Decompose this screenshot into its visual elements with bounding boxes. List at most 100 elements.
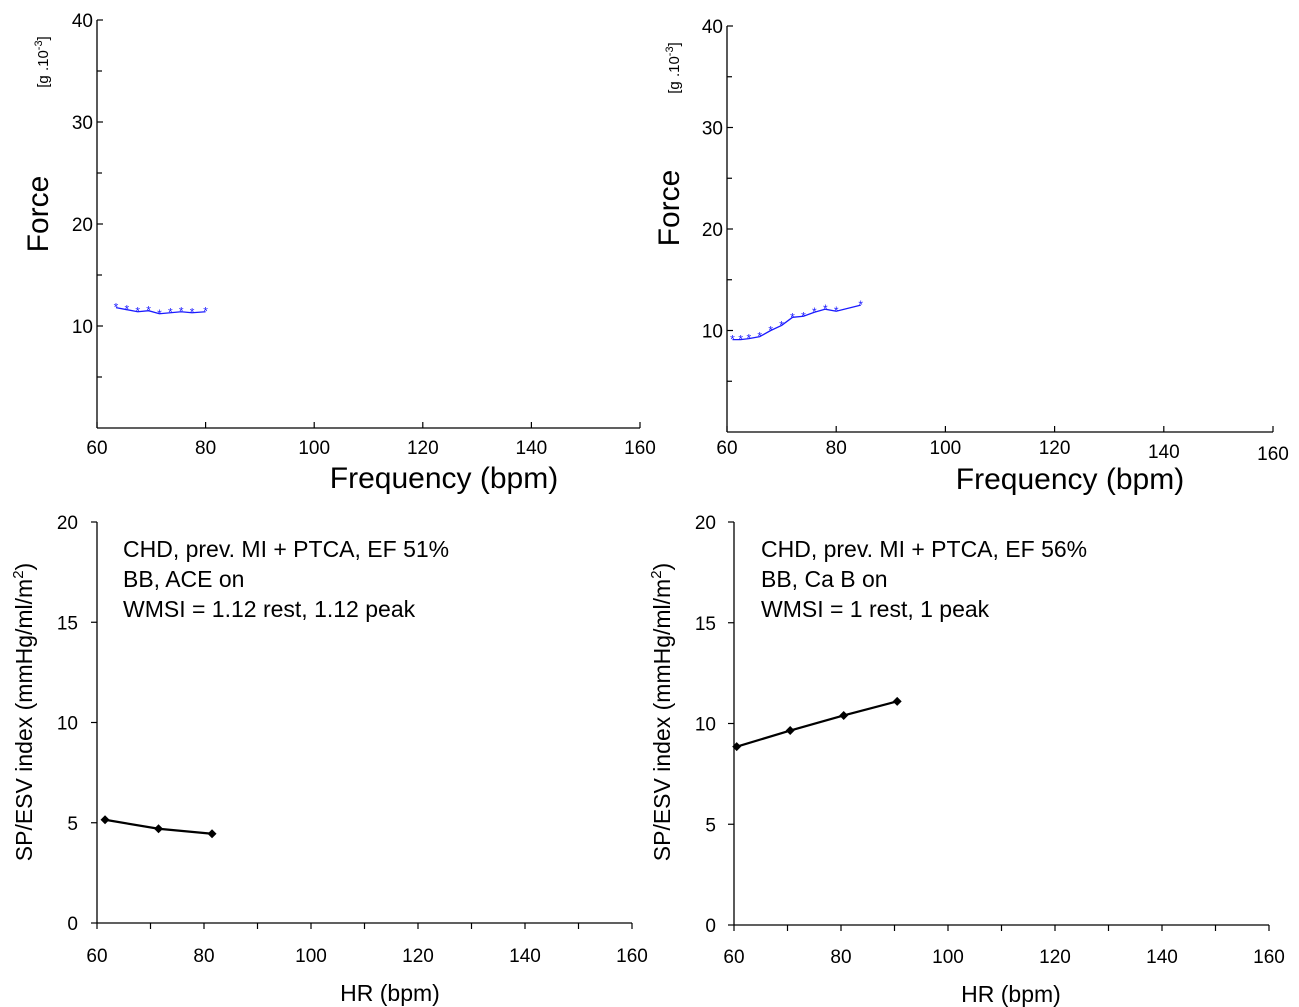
data-point: *: [135, 305, 140, 319]
x-tick-label: 60: [86, 946, 107, 967]
y-axis-label: Force: [22, 176, 55, 253]
y-tick-label: 20: [695, 513, 716, 534]
y-axis-label: SP/ESV index (mmHg/ml/m2): [10, 563, 37, 861]
y-tick-label: 10: [695, 715, 716, 736]
y-label-main: SP/ESV index (mmHg/ml/m: [649, 579, 675, 861]
y-axis-unit: [g .10-3]: [664, 42, 683, 93]
y-unit-exponent: -3: [33, 40, 45, 50]
data-point: *: [114, 301, 119, 315]
data-point: *: [179, 305, 184, 319]
y-tick-label: 10: [72, 317, 93, 338]
y-tick-label: 30: [702, 119, 723, 140]
data-point: *: [730, 333, 735, 347]
y-tick-label: 0: [67, 914, 78, 935]
y-tick-label: 20: [72, 215, 93, 236]
data-point: *: [157, 307, 162, 321]
annotation-line: WMSI = 1.12 rest, 1.12 peak: [123, 596, 416, 622]
y-tick-label: 20: [702, 220, 723, 241]
data-point: *: [757, 330, 762, 344]
x-tick-label: 140: [1148, 442, 1180, 463]
x-tick-label: 120: [402, 946, 434, 967]
x-tick-label: 60: [716, 438, 737, 459]
x-tick-label: 120: [407, 438, 439, 459]
data-point: *: [125, 303, 130, 317]
y-tick-label: 5: [67, 814, 78, 835]
data-point: *: [768, 324, 773, 338]
x-tick-label: 140: [516, 438, 548, 459]
data-point: [154, 824, 164, 834]
x-tick-label: 100: [295, 946, 327, 967]
chart-bottom-right: 60 80 100 120 140 160 0 5 10 15 20 HR (bpm) SP/ESV i…: [648, 513, 1285, 1007]
y-tick-label: 5: [705, 815, 716, 836]
data-point: *: [190, 306, 195, 320]
annotation-line: CHD, prev. MI + PTCA, EF 56%: [761, 536, 1087, 562]
series-line: [736, 700, 898, 748]
y-unit-base: [g .10: [666, 56, 683, 94]
y-unit-close: ]: [666, 42, 683, 46]
x-tick-label: 80: [195, 438, 216, 459]
y-label-close: ): [11, 563, 37, 571]
x-tick-label: 160: [1253, 947, 1285, 968]
series-line: [732, 304, 861, 341]
y-axis-label: SP/ESV index (mmHg/ml/m2): [648, 563, 675, 861]
data-point: *: [738, 333, 743, 347]
data-point: [100, 815, 110, 825]
x-tick-label: 100: [932, 947, 964, 968]
x-tick-label: 160: [1257, 444, 1289, 465]
x-tick-label: 80: [193, 946, 214, 967]
x-tick-label: 100: [930, 438, 962, 459]
y-unit-exponent: -3: [664, 46, 676, 56]
data-point: *: [858, 298, 863, 312]
x-tick-label: 80: [830, 947, 851, 968]
y-tick-label: 10: [702, 322, 723, 343]
annotation-line: CHD, prev. MI + PTCA, EF 51%: [123, 536, 449, 562]
y-tick-label: 10: [57, 714, 78, 735]
x-axis-label: Frequency (bpm): [330, 462, 558, 495]
x-tick-label: 160: [616, 946, 648, 967]
y-tick-label: 20: [57, 513, 78, 534]
data-point: *: [790, 310, 795, 324]
data-point: *: [801, 309, 806, 323]
x-axis-label: Frequency (bpm): [956, 463, 1184, 496]
data-point: *: [146, 304, 151, 318]
x-tick-label: 80: [826, 438, 847, 459]
annotation-line: BB, Ca B on: [761, 566, 888, 592]
data-point: *: [203, 305, 208, 319]
data-point: *: [834, 304, 839, 318]
y-tick-label: 30: [72, 113, 93, 134]
chart-top-right: 60 80 100 120 140 160 10 20 30 40 Frequency (bpm) F…: [653, 17, 1289, 496]
x-tick-label: 140: [509, 946, 541, 967]
data-point: *: [168, 306, 173, 320]
x-tick-label: 120: [1039, 947, 1071, 968]
y-tick-label: 15: [695, 614, 716, 635]
series-line: [115, 307, 206, 315]
data-point: [785, 726, 795, 736]
chart-bottom-left: 60 80 100 120 140 160 0 5 10 15 20 HR (bpm) SP/ESV i…: [10, 513, 648, 1006]
x-axis-label: HR (bpm): [961, 981, 1061, 1007]
y-label-superscript: 2: [10, 570, 27, 578]
y-tick-label: 15: [57, 613, 78, 634]
x-tick-label: 120: [1039, 438, 1071, 459]
x-tick-label: 160: [624, 438, 656, 459]
y-label-superscript: 2: [648, 570, 665, 578]
data-point: [839, 710, 849, 720]
y-tick-label: 40: [702, 17, 723, 38]
chart-top-left: 60 80 100 120 140 160 10 20 30 40 Frequency (bpm) F…: [22, 11, 656, 495]
data-point: *: [823, 302, 828, 316]
x-tick-label: 60: [86, 438, 107, 459]
data-point: *: [747, 332, 752, 346]
y-unit-base: [g .10: [35, 50, 52, 88]
x-tick-label: 100: [298, 438, 330, 459]
y-axis-label: Force: [653, 170, 686, 247]
annotation-line: BB, ACE on: [123, 566, 244, 592]
x-tick-label: 140: [1146, 947, 1178, 968]
data-point: *: [812, 305, 817, 319]
x-axis-label: HR (bpm): [340, 980, 440, 1006]
x-tick-label: 60: [723, 947, 744, 968]
y-label-main: SP/ESV index (mmHg/ml/m: [11, 579, 37, 861]
y-axis-unit: [g .10-3]: [33, 36, 52, 87]
y-label-close: ): [649, 563, 675, 571]
data-point: [207, 829, 217, 839]
annotation-line: WMSI = 1 rest, 1 peak: [761, 596, 990, 622]
